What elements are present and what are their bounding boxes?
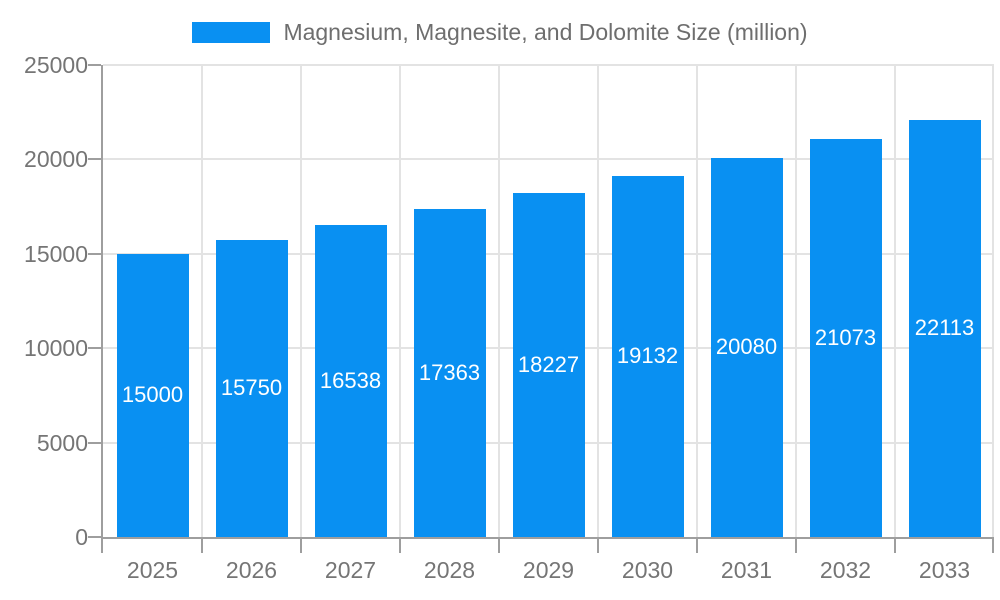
y-axis-tick-label: 10000 [24,335,88,362]
y-axis-tick [88,158,101,161]
x-axis-tick [101,537,103,553]
bar-2027[interactable] [314,224,387,537]
gridline-vertical [696,65,698,537]
y-axis-tick-label: 20000 [24,146,88,173]
bar-2028[interactable] [413,209,486,537]
x-axis-tick-label: 2026 [225,557,278,583]
gridline-vertical [201,65,203,537]
gridline-vertical [300,65,302,537]
bar-2029[interactable] [512,192,585,537]
bar-2025[interactable] [116,253,189,537]
y-axis-tick-label: 25000 [24,52,88,78]
y-axis-tick [88,64,101,66]
x-axis-tick-label: 2025 [126,557,179,583]
legend[interactable]: Magnesium, Magnesite, and Dolomite Size … [0,20,1000,45]
x-axis-tick [795,537,797,553]
bar-2026[interactable] [215,239,288,537]
gridline-vertical [399,65,401,537]
y-axis-tick-label: 15000 [24,240,88,267]
gridline-vertical [498,65,500,537]
x-axis-tick-label: 2029 [522,557,575,583]
x-axis-tick [399,537,401,553]
legend-label: Magnesium, Magnesite, and Dolomite Size … [283,19,808,45]
x-axis-tick [300,537,302,553]
bar-2030[interactable] [611,175,684,537]
y-axis-tick [88,441,101,444]
bar-2032[interactable] [809,139,882,537]
y-axis-tick-label: 5000 [36,429,88,456]
x-axis-tick-label: 2027 [324,557,377,583]
x-axis-tick [597,537,599,553]
x-axis-tick [201,537,203,553]
y-axis-tick [88,347,101,350]
y-axis-tick [88,252,101,255]
x-axis-tick [992,537,994,553]
x-axis-tick-label: 2028 [423,557,476,583]
x-axis-tick [696,537,698,553]
x-axis-tick [498,537,500,553]
x-axis-tick-label: 2033 [918,557,971,583]
y-axis-tick [88,536,101,538]
gridline-vertical [597,65,599,537]
x-axis-tick [894,537,896,553]
plot-area: 15000 15750 16538 17363 18227 19132 20080 21073… [88,64,994,553]
bar-2033[interactable] [908,119,981,537]
gridline-vertical [795,65,797,537]
x-axis-tick-label: 2032 [819,557,872,583]
bar-2031[interactable] [710,157,783,537]
gridline-vertical [894,65,896,537]
x-axis-tick-label: 2031 [720,557,773,583]
x-axis-tick-label: 2030 [621,557,674,583]
y-axis-tick-label: 0 [75,524,88,550]
gridline-horizontal [103,158,994,161]
gridline-horizontal [103,64,994,66]
legend-swatch [192,22,271,43]
gridline-vertical [992,65,994,537]
